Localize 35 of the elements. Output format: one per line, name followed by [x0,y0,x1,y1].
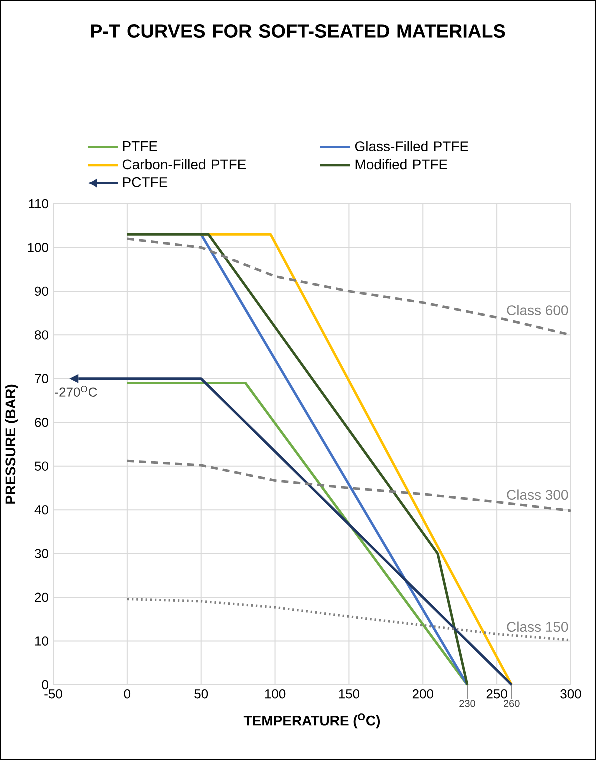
legend-label: PCTFE [123,177,168,188]
x-tick-label: 0 [124,690,131,699]
y-tick-label: 0 [42,680,48,690]
x-tick-label: 250 [486,690,508,699]
series-label: Class 600 [507,305,568,316]
y-tick-label: 90 [35,286,48,296]
x-tick-label: -50 [44,690,62,699]
y-tick-label: 70 [35,374,48,384]
legend-label: PTFE [123,142,158,152]
y-tick-label: 20 [35,592,48,602]
chart-title: P-T CURVES FOR SOFT-SEATED MATERIALS [91,24,506,38]
annotation: 260 [504,700,520,708]
line-series [126,460,572,512]
y-tick-label: 100 [28,243,48,252]
y-tick-label: 30 [35,549,48,558]
y-tick-label: 80 [35,330,48,340]
annotation: 230 [460,700,476,708]
legend-label: Carbon-Filled PTFE [122,159,246,170]
y-tick-label: 40 [34,505,48,515]
x-tick-label: 50 [194,690,208,699]
series-label: Class 150 [507,622,568,632]
y-tick-label: 10 [35,636,48,646]
x-tick-label: 150 [339,690,360,699]
x-tick-label: 200 [412,690,434,699]
y-tick-label: 110 [29,199,48,209]
series-label: Class 300 [507,490,568,500]
y-axis-title: PRESSURE (BAR) [5,384,18,504]
x-tick-label: 100 [265,690,286,699]
y-tick-label: 60 [35,418,48,428]
x-axis-title: TEMPERATURE ($^{O}$C) [244,714,380,729]
x-tick-label: 300 [560,690,582,699]
y-tick-label: 50 [35,462,48,471]
legend-label: Glass-Filled PTFE [355,141,468,152]
annotation: -270$^{O}$C [55,386,98,397]
legend-label: Modified PTFE [356,159,448,170]
